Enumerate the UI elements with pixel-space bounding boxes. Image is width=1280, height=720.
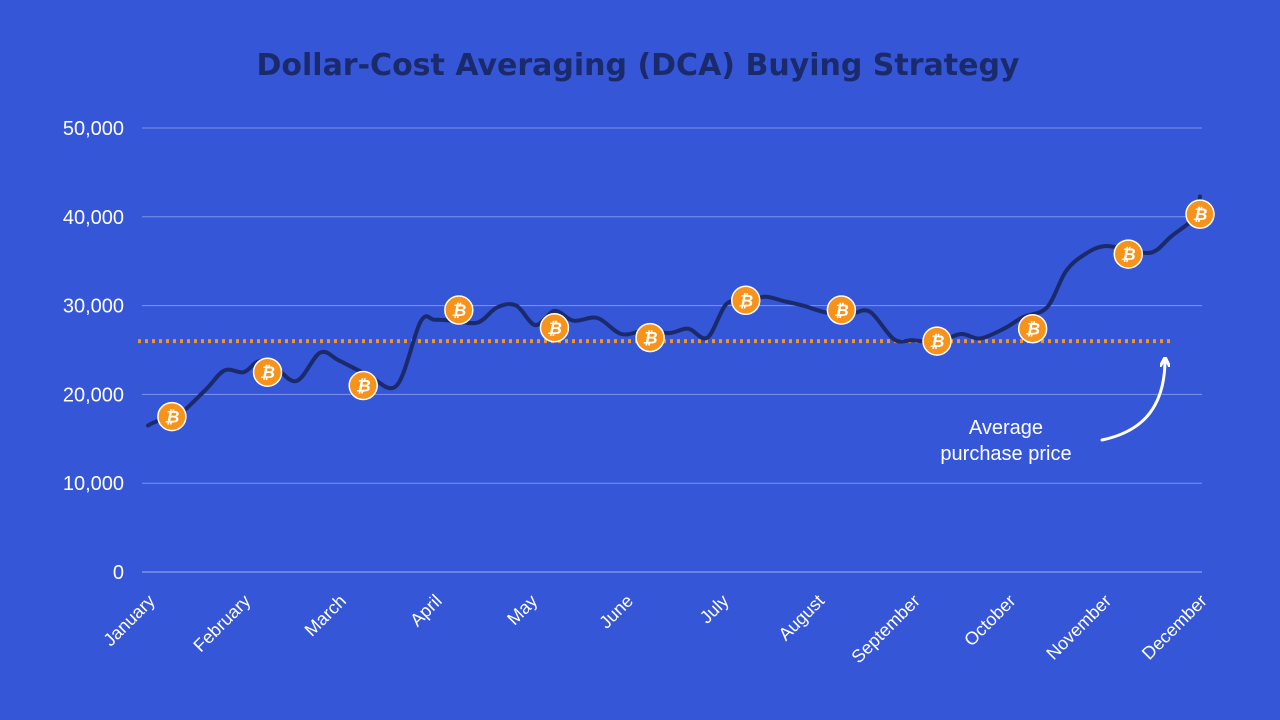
bitcoin-purchase-icon: ₿ bbox=[635, 322, 665, 353]
x-tick-label: July bbox=[696, 591, 733, 628]
y-tick-label: 20,000 bbox=[63, 384, 124, 406]
svg-text:₿: ₿ bbox=[260, 363, 275, 383]
bitcoin-purchase-icon: ₿ bbox=[444, 295, 474, 325]
bitcoin-purchase-icon: ₿ bbox=[826, 295, 857, 325]
svg-text:₿: ₿ bbox=[547, 319, 562, 339]
y-tick-label: 10,000 bbox=[63, 473, 124, 495]
bitcoin-purchase-icon: ₿ bbox=[1185, 199, 1215, 229]
annotation-arrow bbox=[1100, 362, 1165, 442]
svg-text:₿: ₿ bbox=[1121, 245, 1136, 265]
svg-text:₿: ₿ bbox=[738, 291, 753, 311]
x-tick-label: November bbox=[1042, 591, 1115, 664]
svg-text:₿: ₿ bbox=[1193, 205, 1208, 225]
bitcoin-purchase-icon: ₿ bbox=[730, 285, 761, 316]
bitcoin-purchase-icon: ₿ bbox=[1113, 239, 1144, 269]
svg-text:₿: ₿ bbox=[1025, 320, 1040, 340]
purchase-markers: ₿ ₿ ₿ ₿ ₿ ₿ ₿ ₿ ₿ ₿ ₿ ₿ bbox=[157, 199, 1215, 432]
price-line-layer bbox=[146, 194, 1202, 428]
svg-text:₿: ₿ bbox=[164, 408, 179, 428]
x-tick-label: January bbox=[99, 591, 158, 650]
x-tick-label: August bbox=[775, 591, 829, 645]
svg-text:₿: ₿ bbox=[356, 377, 371, 397]
svg-text:₿: ₿ bbox=[451, 301, 466, 321]
x-tick-label: October bbox=[960, 591, 1019, 650]
x-tick-label: December bbox=[1138, 591, 1211, 664]
y-tick-label: 50,000 bbox=[63, 118, 124, 140]
y-tick-label: 40,000 bbox=[63, 207, 124, 229]
grid-lines bbox=[142, 127, 1202, 573]
svg-text:₿: ₿ bbox=[834, 301, 849, 321]
x-axis-ticks: January February March April May June July Augu… bbox=[99, 591, 1210, 667]
x-tick-label: February bbox=[189, 591, 254, 656]
y-tick-label: 0 bbox=[113, 562, 124, 584]
chart-title: Dollar-Cost Averaging (DCA) Buying Strat… bbox=[256, 48, 1019, 83]
annotation-line2: purchase price bbox=[940, 443, 1071, 465]
svg-text:₿: ₿ bbox=[930, 332, 945, 352]
x-tick-label: March bbox=[301, 591, 351, 641]
bitcoin-purchase-icon: ₿ bbox=[539, 313, 570, 343]
x-tick-label: September bbox=[848, 591, 924, 667]
svg-text:₿: ₿ bbox=[643, 329, 658, 349]
average-price-annotation: Average purchase price bbox=[940, 362, 1165, 465]
bitcoin-purchase-icon: ₿ bbox=[1017, 313, 1048, 344]
bitcoin-purchase-icon: ₿ bbox=[157, 401, 187, 432]
x-tick-label: May bbox=[503, 591, 541, 629]
price-line bbox=[146, 194, 1202, 428]
y-axis-ticks: 0 10,000 20,000 30,000 40,000 50,000 bbox=[63, 118, 124, 584]
annotation-line1: Average bbox=[969, 417, 1043, 439]
bitcoin-purchase-icon: ₿ bbox=[922, 326, 952, 356]
x-tick-label: April bbox=[406, 591, 446, 631]
x-tick-label: June bbox=[595, 591, 637, 633]
bitcoin-purchase-icon: ₿ bbox=[348, 370, 378, 401]
y-tick-label: 30,000 bbox=[63, 296, 124, 318]
bitcoin-purchase-icon: ₿ bbox=[252, 357, 283, 387]
